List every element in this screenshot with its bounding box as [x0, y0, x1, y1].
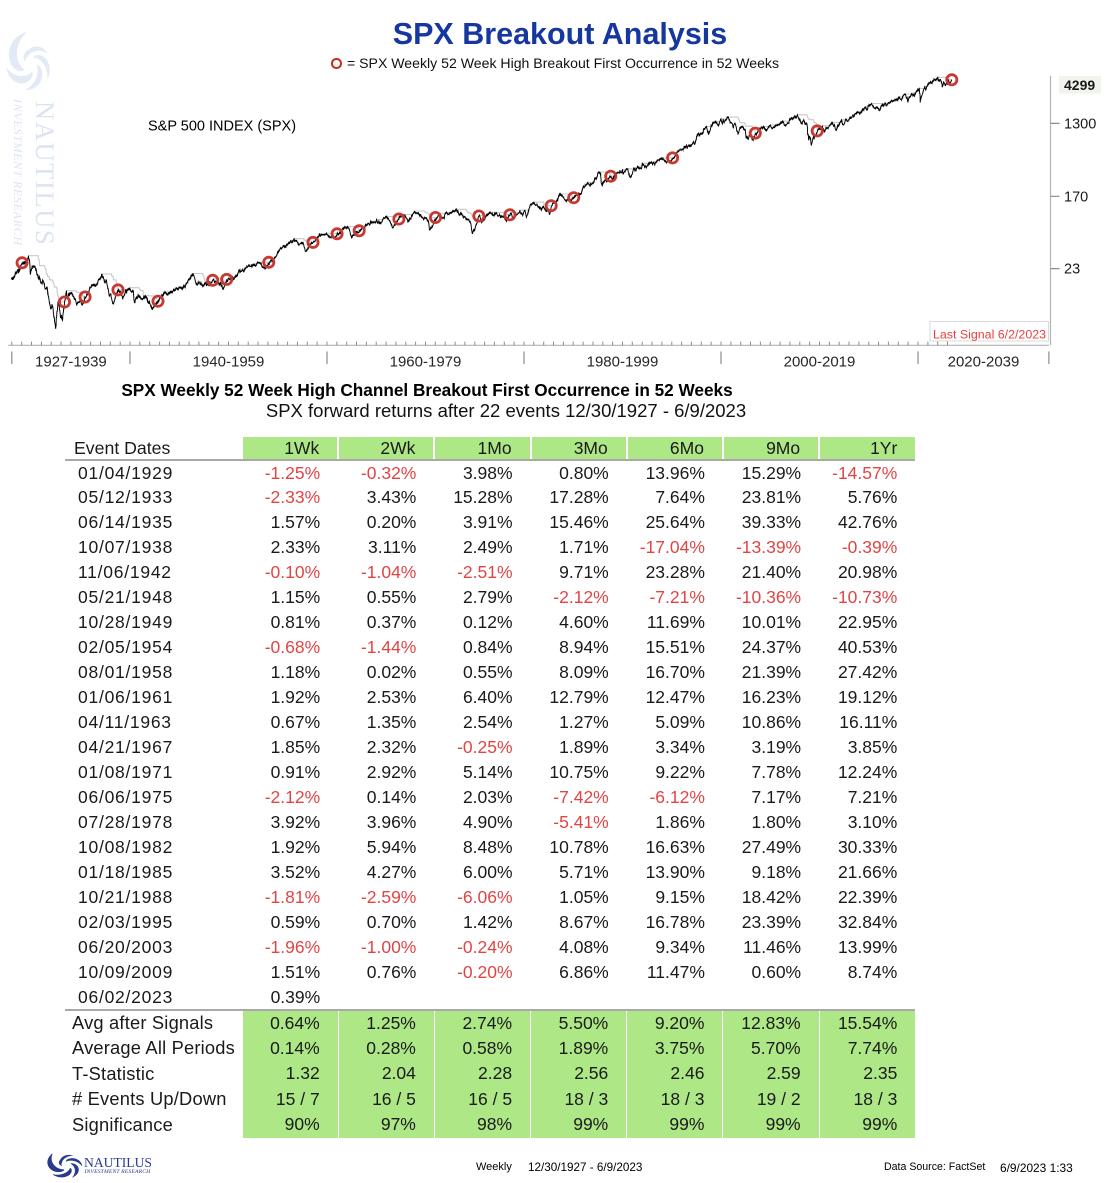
svg-text:S&P 500 INDEX (SPX): S&P 500 INDEX (SPX) — [148, 119, 296, 135]
svg-text:1927-1939: 1927-1939 — [35, 354, 107, 371]
svg-text:23: 23 — [1064, 262, 1080, 278]
svg-text:4299: 4299 — [1064, 77, 1095, 93]
svg-text:2020-2039: 2020-2039 — [948, 354, 1020, 371]
svg-text:170: 170 — [1064, 189, 1088, 205]
svg-text:2000-2019: 2000-2019 — [784, 354, 856, 371]
svg-text:1960-1979: 1960-1979 — [390, 354, 462, 371]
svg-text:INVESTMENT RESEARCH: INVESTMENT RESEARCH — [11, 98, 25, 246]
svg-text:1980-1999: 1980-1999 — [587, 354, 659, 371]
svg-text:NAUTILUS: NAUTILUS — [30, 101, 60, 246]
svg-text:Last Signal 6/2/2023: Last Signal 6/2/2023 — [933, 328, 1046, 342]
svg-text:1940-1959: 1940-1959 — [193, 354, 265, 371]
svg-text:1300: 1300 — [1064, 116, 1096, 132]
